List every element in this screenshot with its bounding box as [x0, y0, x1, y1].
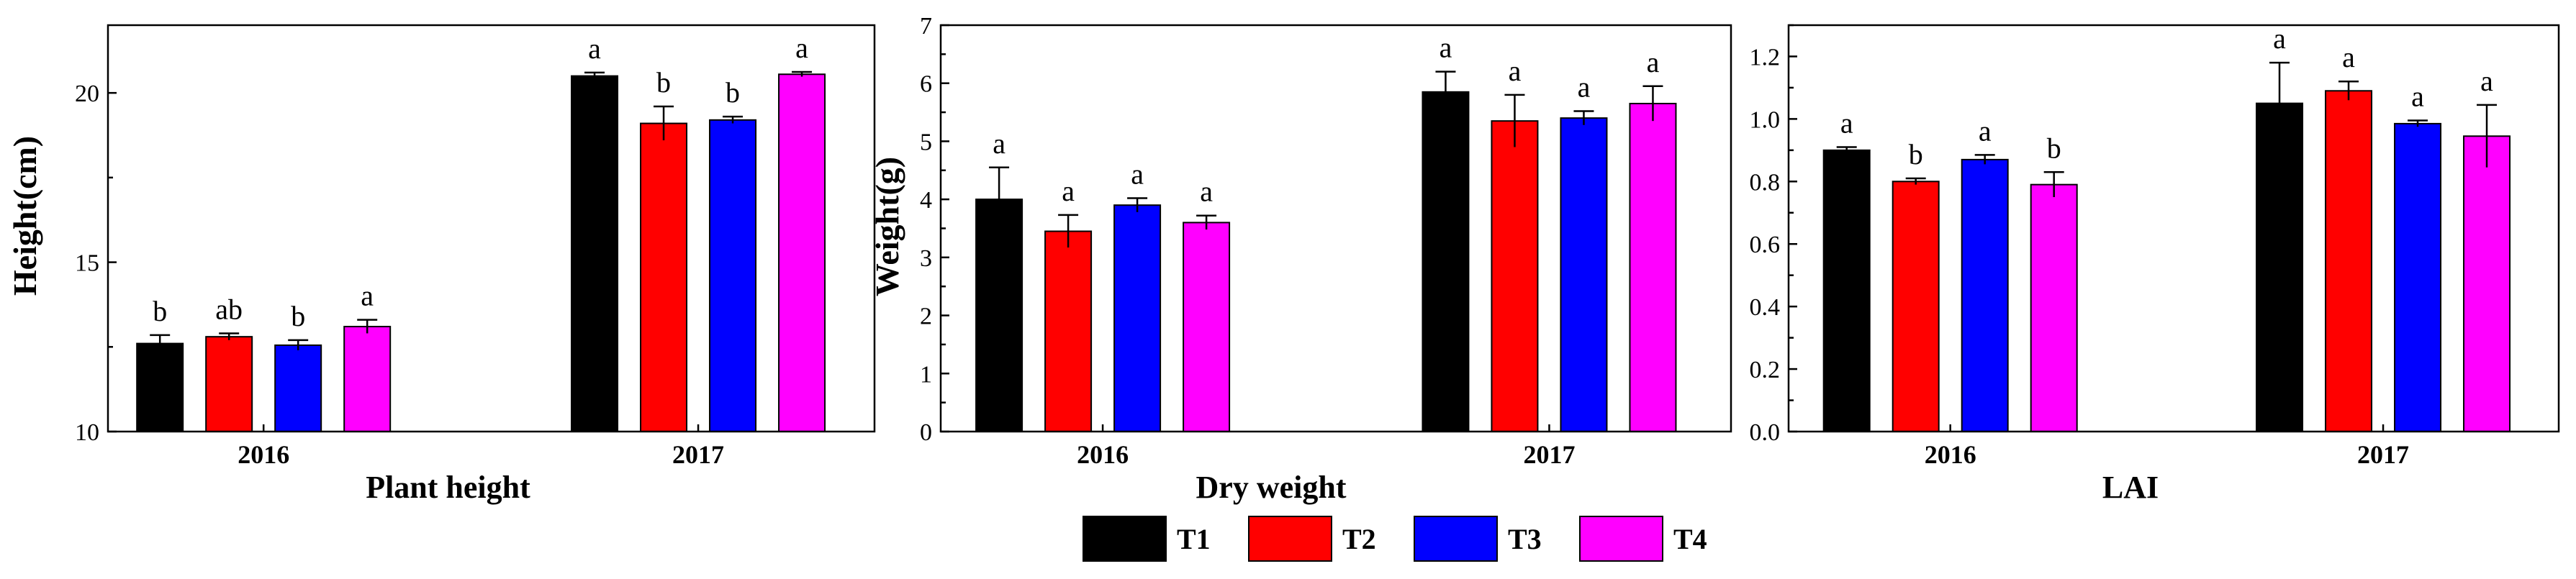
bar-T4-2016 — [343, 326, 392, 432]
y-axis-label: Height(cm) — [6, 136, 43, 296]
significance-letter: a — [795, 32, 808, 64]
significance-letter: a — [993, 127, 1005, 160]
significance-letter: a — [1200, 175, 1213, 208]
y-tick-label: 1 — [920, 361, 932, 388]
legend-label-T2: T2 — [1342, 523, 1376, 555]
y-tick-label: 3 — [920, 245, 932, 272]
y-tick-label: 7 — [920, 13, 932, 40]
bar-T1-2016 — [136, 342, 184, 433]
bar-T2-2017 — [1491, 120, 1539, 433]
x-tick-label: 2016 — [238, 440, 289, 469]
significance-letter: a — [1840, 107, 1853, 140]
bar-T1-2017 — [2256, 102, 2304, 432]
bar-T1-2017 — [571, 75, 619, 432]
significance-letter: a — [1979, 114, 1992, 147]
bar-T3-2017 — [1560, 117, 1608, 432]
significance-letter: b — [656, 66, 671, 99]
x-tick-label: 2016 — [1925, 440, 1976, 469]
chart-panel-3: a b a b 2016 a a a a 2017 0.0 0.2 0.4 0.6 0.8 1.0 1.2 LAI — [1750, 22, 2560, 505]
bar-T1-2016 — [975, 199, 1023, 432]
significance-letter: a — [1062, 175, 1075, 207]
y-tick-label: 0 — [920, 419, 932, 446]
legend-swatch-T4 — [1579, 516, 1663, 562]
bar-T4-2016 — [2030, 183, 2078, 432]
y-tick-label: 0.8 — [1750, 169, 1781, 196]
significance-letter: a — [1647, 46, 1660, 78]
bar-T2-2016 — [205, 336, 253, 432]
x-axis-label: Dry weight — [1196, 470, 1347, 505]
plot-frame — [107, 24, 876, 433]
significance-letter: a — [2480, 65, 2493, 97]
bar-T1-2017 — [1422, 91, 1470, 432]
bar-T4-2017 — [778, 73, 826, 432]
legend-label-T1: T1 — [1177, 523, 1211, 555]
significance-letter: a — [2342, 41, 2355, 73]
y-tick-label: 4 — [920, 187, 932, 214]
bar-T3-2016 — [1961, 158, 2009, 432]
bar-T3-2017 — [709, 119, 757, 432]
significance-letter: a — [1131, 158, 1144, 191]
bar-T2-2016 — [1044, 230, 1093, 432]
y-tick-label: 0.0 — [1750, 419, 1781, 446]
y-tick-label: 0.4 — [1750, 294, 1781, 321]
significance-letter: a — [588, 32, 601, 65]
bar-T2-2017 — [640, 122, 688, 433]
bar-T3-2016 — [1113, 204, 1162, 432]
y-tick-label: 5 — [920, 129, 932, 155]
y-tick-label: 1.2 — [1750, 44, 1781, 70]
significance-letter: ab — [215, 293, 243, 325]
x-tick-label: 2017 — [672, 440, 724, 469]
significance-letter: a — [361, 280, 374, 312]
significance-letter: b — [2047, 132, 2061, 164]
legend-swatch-T3 — [1414, 516, 1498, 562]
x-tick-label: 2016 — [1077, 440, 1129, 469]
x-axis-label: Plant height — [366, 470, 530, 505]
significance-letter: b — [153, 295, 167, 327]
significance-letter: a — [1578, 70, 1591, 103]
y-tick-label: 6 — [920, 71, 932, 98]
significance-letter: a — [1509, 55, 1522, 87]
significance-letter: b — [726, 76, 740, 109]
y-tick-label: 15 — [75, 250, 99, 277]
bar-T3-2016 — [274, 344, 322, 432]
y-tick-label: 1.0 — [1750, 106, 1781, 133]
significance-letter: a — [1440, 32, 1452, 64]
legend: T1 T2 T3 T4 — [1083, 516, 1707, 562]
x-tick-label: 2017 — [2357, 440, 2409, 469]
y-tick-label: 10 — [75, 419, 99, 446]
significance-letter: b — [1909, 138, 1923, 170]
x-tick-label: 2017 — [1523, 440, 1575, 469]
bar-T1-2016 — [1822, 149, 1871, 432]
legend-swatch-T2 — [1248, 516, 1332, 562]
bar-T2-2017 — [2325, 90, 2373, 433]
significance-letter: a — [2411, 81, 2424, 113]
y-tick-label: 20 — [75, 81, 99, 107]
legend-swatch-T1 — [1083, 516, 1167, 562]
chart-panel-2: a a a a 2016 a a a a 2017 0 1 2 3 4 5 6 7 Dry weight Weight… — [869, 13, 1732, 505]
bar-T4-2016 — [1183, 222, 1231, 432]
bar-T2-2016 — [1892, 181, 1940, 433]
significance-letter: a — [2273, 22, 2286, 55]
y-tick-label: 0.2 — [1750, 357, 1781, 383]
y-axis-label: Weight(g) — [869, 157, 905, 296]
y-tick-label: 2 — [920, 304, 932, 330]
bar-T4-2017 — [1629, 102, 1677, 432]
bar-T3-2017 — [2394, 122, 2442, 432]
x-axis-label: LAI — [2102, 470, 2159, 505]
bar-T4-2017 — [2463, 135, 2511, 433]
plot-frame — [1787, 24, 2560, 433]
legend-label-T3: T3 — [1508, 523, 1542, 555]
y-tick-label: 0.6 — [1750, 232, 1781, 258]
legend-label-T4: T4 — [1673, 523, 1707, 555]
significance-letter: b — [291, 300, 305, 332]
